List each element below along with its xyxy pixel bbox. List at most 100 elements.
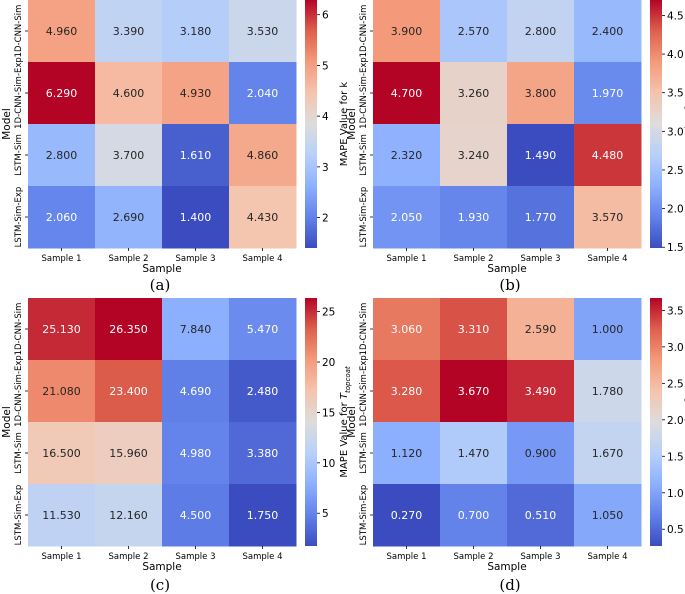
cell-value-label: 3.280	[391, 385, 423, 398]
x-tick-label: Sample 2	[109, 552, 149, 562]
cell-value-label: 1.930	[458, 211, 490, 224]
cell-value-label: 0.700	[458, 509, 490, 522]
colorbar-tick-label: 2	[322, 213, 329, 225]
heatmap-cell	[95, 186, 163, 249]
heatmap-cell	[373, 124, 441, 187]
cell-value-label: 0.270	[391, 509, 423, 522]
heatmap-cell	[373, 484, 441, 547]
colorbar-label: MAPE Value for k	[339, 82, 350, 167]
cell-value-label: 1.770	[525, 211, 557, 224]
cell-value-label: 4.690	[180, 385, 212, 398]
heatmap-cell	[373, 422, 441, 485]
x-tick-label: Sample 3	[521, 254, 561, 264]
heatmap-cell	[229, 0, 297, 63]
heatmap-cell	[162, 186, 230, 249]
colorbar	[650, 298, 662, 546]
heatmap-cell	[28, 422, 96, 485]
x-tick-label: Sample 2	[109, 254, 149, 264]
heatmap-cell	[507, 186, 575, 249]
heatmap-cell	[229, 298, 297, 361]
cell-value-label: 4.600	[113, 87, 145, 100]
y-tick-label: LSTM-Sim	[359, 134, 369, 176]
heatmap-cell	[162, 484, 230, 547]
cell-value-label: 1.400	[180, 211, 212, 224]
y-tick-label: 1D-CNN-Sim	[14, 303, 24, 356]
colorbar-tick-label: 4.5	[667, 10, 684, 22]
heatmap-cell	[507, 360, 575, 423]
y-tick-label: LSTM-Sim-Exp	[359, 485, 369, 546]
colorbar-tick-label: 3.5	[667, 305, 684, 317]
colorbar-tick-label: 1.0	[667, 488, 684, 500]
cell-value-label: 1.750	[247, 509, 279, 522]
cell-value-label: 3.380	[247, 447, 279, 460]
colorbar-tick-label: 3.5	[667, 88, 684, 100]
x-tick-label: Sample 2	[454, 254, 494, 264]
cell-value-label: 23.400	[109, 385, 148, 398]
heatmap-cell	[507, 298, 575, 361]
heatmap-cell	[507, 422, 575, 485]
cell-value-label: 1.120	[391, 447, 423, 460]
cell-value-label: 15.960	[109, 447, 148, 460]
cell-value-label: 12.160	[109, 509, 148, 522]
cell-value-label: 3.800	[525, 87, 557, 100]
heatmap-cell	[574, 186, 642, 249]
heatmap-cell	[373, 186, 441, 249]
heatmap-cell	[373, 360, 441, 423]
cell-value-label: 4.700	[391, 87, 423, 100]
panel-label: (d)	[499, 576, 520, 594]
heatmap-cell	[28, 186, 96, 249]
heatmap-cell	[28, 124, 96, 187]
heatmap-cell	[229, 360, 297, 423]
cell-value-label: 1.470	[458, 447, 490, 460]
cell-value-label: 3.530	[247, 25, 279, 38]
heatmap-cell	[95, 360, 163, 423]
cell-value-label: 5.470	[247, 323, 279, 336]
heatmap-cell	[440, 360, 508, 423]
heatmap-cell	[507, 484, 575, 547]
cell-value-label: 0.510	[525, 509, 557, 522]
y-tick-label: LSTM-Sim-Exp	[14, 187, 24, 248]
heatmap-cell	[28, 62, 96, 125]
colorbar-tick-label: 4	[322, 111, 329, 123]
x-axis-label: Sample	[142, 263, 181, 275]
heatmap-cell	[95, 484, 163, 547]
panel-label: (c)	[150, 576, 170, 594]
cell-value-label: 4.500	[180, 509, 212, 522]
heatmap-cell	[574, 0, 642, 63]
cell-value-label: 3.390	[113, 25, 145, 38]
cell-value-label: 3.490	[525, 385, 557, 398]
x-axis-label: Sample	[487, 561, 526, 573]
cell-value-label: 1.050	[592, 509, 624, 522]
cell-value-label: 2.590	[525, 323, 557, 336]
y-tick-label: LSTM-Sim	[359, 432, 369, 474]
heatmap-cell	[95, 298, 163, 361]
heatmap-cell	[28, 484, 96, 547]
heatmap-cell	[574, 62, 642, 125]
heatmap-cell	[440, 484, 508, 547]
cell-value-label: 1.670	[592, 447, 624, 460]
heatmap-cell	[229, 124, 297, 187]
heatmap-cell	[229, 422, 297, 485]
colorbar-tick-label: 1.5	[667, 451, 684, 463]
x-tick-label: Sample 1	[42, 254, 82, 264]
heatmap-cell	[373, 62, 441, 125]
heatmap-cell	[574, 360, 642, 423]
heatmap-cell	[507, 0, 575, 63]
cell-value-label: 4.930	[180, 87, 212, 100]
cell-value-label: 1.610	[180, 149, 212, 162]
heatmap-cell	[28, 298, 96, 361]
y-tick-label: LSTM-Sim	[14, 134, 24, 176]
colorbar-tick-label: 3.0	[667, 342, 684, 354]
y-tick-label: 1D-CNN-Sim-Exp	[359, 57, 369, 129]
cell-value-label: 3.240	[458, 149, 490, 162]
heatmap-panel-c: 25.130 26.350 7.840 5.470 21.080 23.400 4.690 2…	[1, 298, 352, 594]
cell-value-label: 2.800	[525, 25, 557, 38]
heatmap-cell	[507, 62, 575, 125]
cell-value-label: 6.290	[46, 87, 78, 100]
cell-value-label: 2.050	[391, 211, 423, 224]
heatmap-cell	[162, 62, 230, 125]
heatmap-cell	[162, 124, 230, 187]
heatmap-cell	[440, 62, 508, 125]
heatmap-cell	[28, 360, 96, 423]
